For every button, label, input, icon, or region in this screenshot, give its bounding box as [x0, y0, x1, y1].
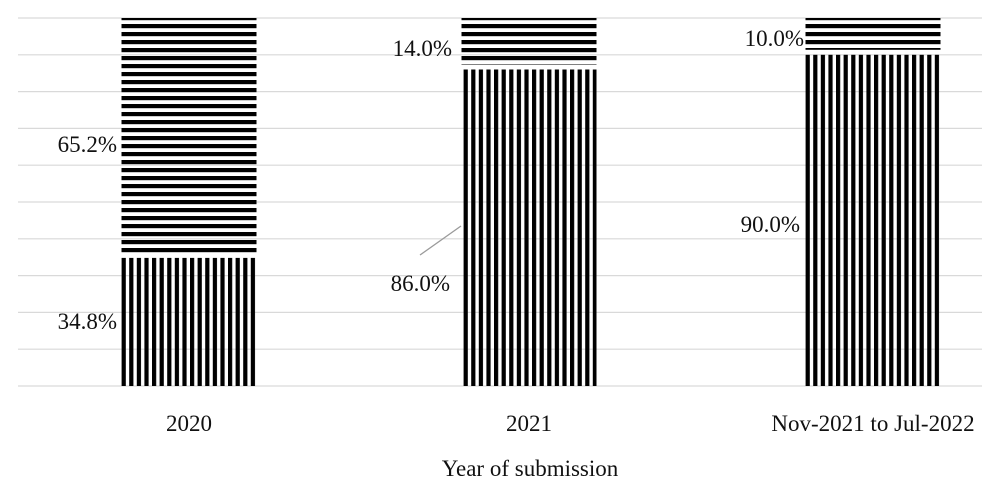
- bar-segment-upper-3: [805, 18, 941, 50]
- data-label-3-1: 90.0%: [741, 212, 800, 237]
- data-label-1-1: 34.8%: [58, 309, 117, 334]
- x-tick-label: Nov-2021 to Jul-2022: [771, 411, 974, 436]
- data-label-2-2: 14.0%: [393, 36, 452, 61]
- value-labels: 34.8% 65.2% 86.0% 14.0% 90.0% 10.0%: [58, 26, 804, 334]
- data-label-1-2: 65.2%: [58, 132, 117, 157]
- bar-segment-upper-1: [121, 18, 257, 253]
- bar-segment-lower-1: [121, 257, 257, 386]
- x-tick-label: 2021: [506, 411, 552, 436]
- leader-line: [419, 225, 462, 256]
- data-label-2-1: 86.0%: [391, 271, 450, 296]
- bar-segment-upper-2: [461, 18, 597, 65]
- bar-segment-lower-2: [461, 69, 597, 386]
- leader-lines: [419, 225, 462, 256]
- bars: [121, 18, 941, 387]
- x-axis-title: Year of submission: [442, 456, 619, 481]
- x-tick-label: 2020: [166, 411, 212, 436]
- data-label-3-2: 10.0%: [745, 26, 804, 51]
- bar-segment-lower-3: [805, 54, 941, 387]
- x-axis-tick-labels: 2020 2021 Nov-2021 to Jul-2022: [166, 411, 975, 436]
